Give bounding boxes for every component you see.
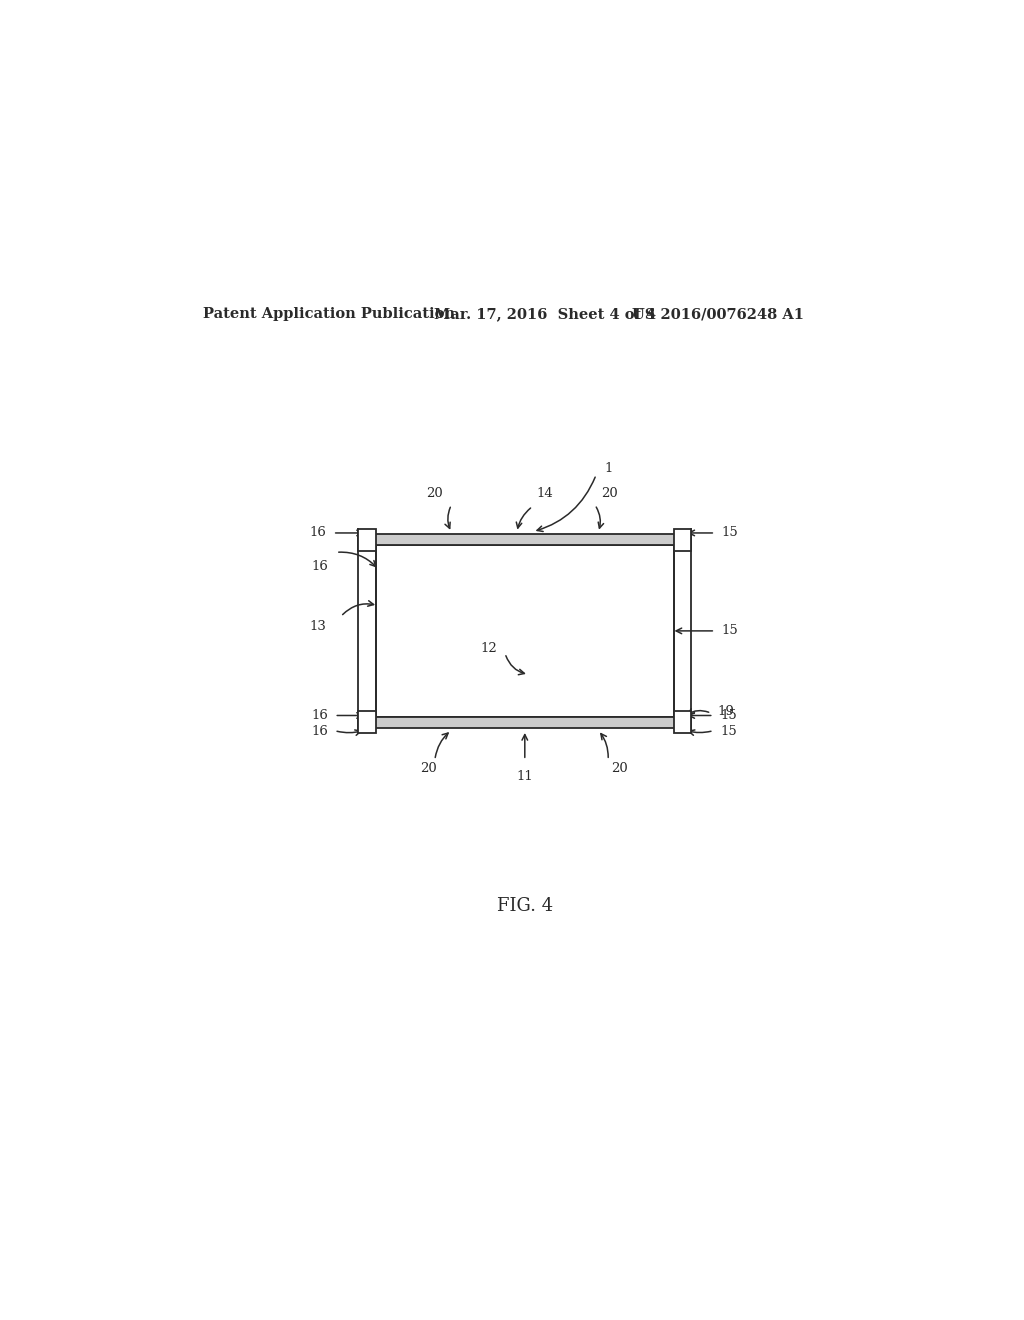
Text: 15: 15 — [720, 709, 737, 722]
Text: 15: 15 — [722, 624, 738, 638]
Text: 15: 15 — [722, 527, 738, 540]
Text: 20: 20 — [426, 487, 443, 500]
Bar — [674, 711, 691, 734]
Text: 11: 11 — [516, 770, 534, 783]
Text: US 2016/0076248 A1: US 2016/0076248 A1 — [632, 308, 804, 321]
Text: 14: 14 — [537, 487, 553, 500]
Text: 13: 13 — [309, 620, 327, 634]
Text: 16: 16 — [311, 709, 328, 722]
Bar — [358, 711, 376, 734]
Bar — [674, 528, 691, 550]
Bar — [376, 717, 674, 727]
Bar — [376, 535, 674, 545]
Text: 19: 19 — [718, 705, 734, 718]
Bar — [358, 528, 376, 550]
Text: 15: 15 — [720, 725, 737, 738]
Text: 16: 16 — [309, 527, 327, 540]
Text: 12: 12 — [480, 642, 497, 655]
Text: 20: 20 — [420, 762, 436, 775]
Text: 20: 20 — [601, 487, 618, 500]
Text: 16: 16 — [311, 560, 328, 573]
Text: 16: 16 — [311, 725, 328, 738]
Text: FIG. 4: FIG. 4 — [497, 898, 553, 915]
Text: 20: 20 — [611, 762, 628, 775]
Bar — [376, 545, 674, 717]
Text: 1: 1 — [604, 462, 612, 475]
Text: Patent Application Publication: Patent Application Publication — [204, 308, 456, 321]
Text: Mar. 17, 2016  Sheet 4 of 4: Mar. 17, 2016 Sheet 4 of 4 — [433, 308, 655, 321]
